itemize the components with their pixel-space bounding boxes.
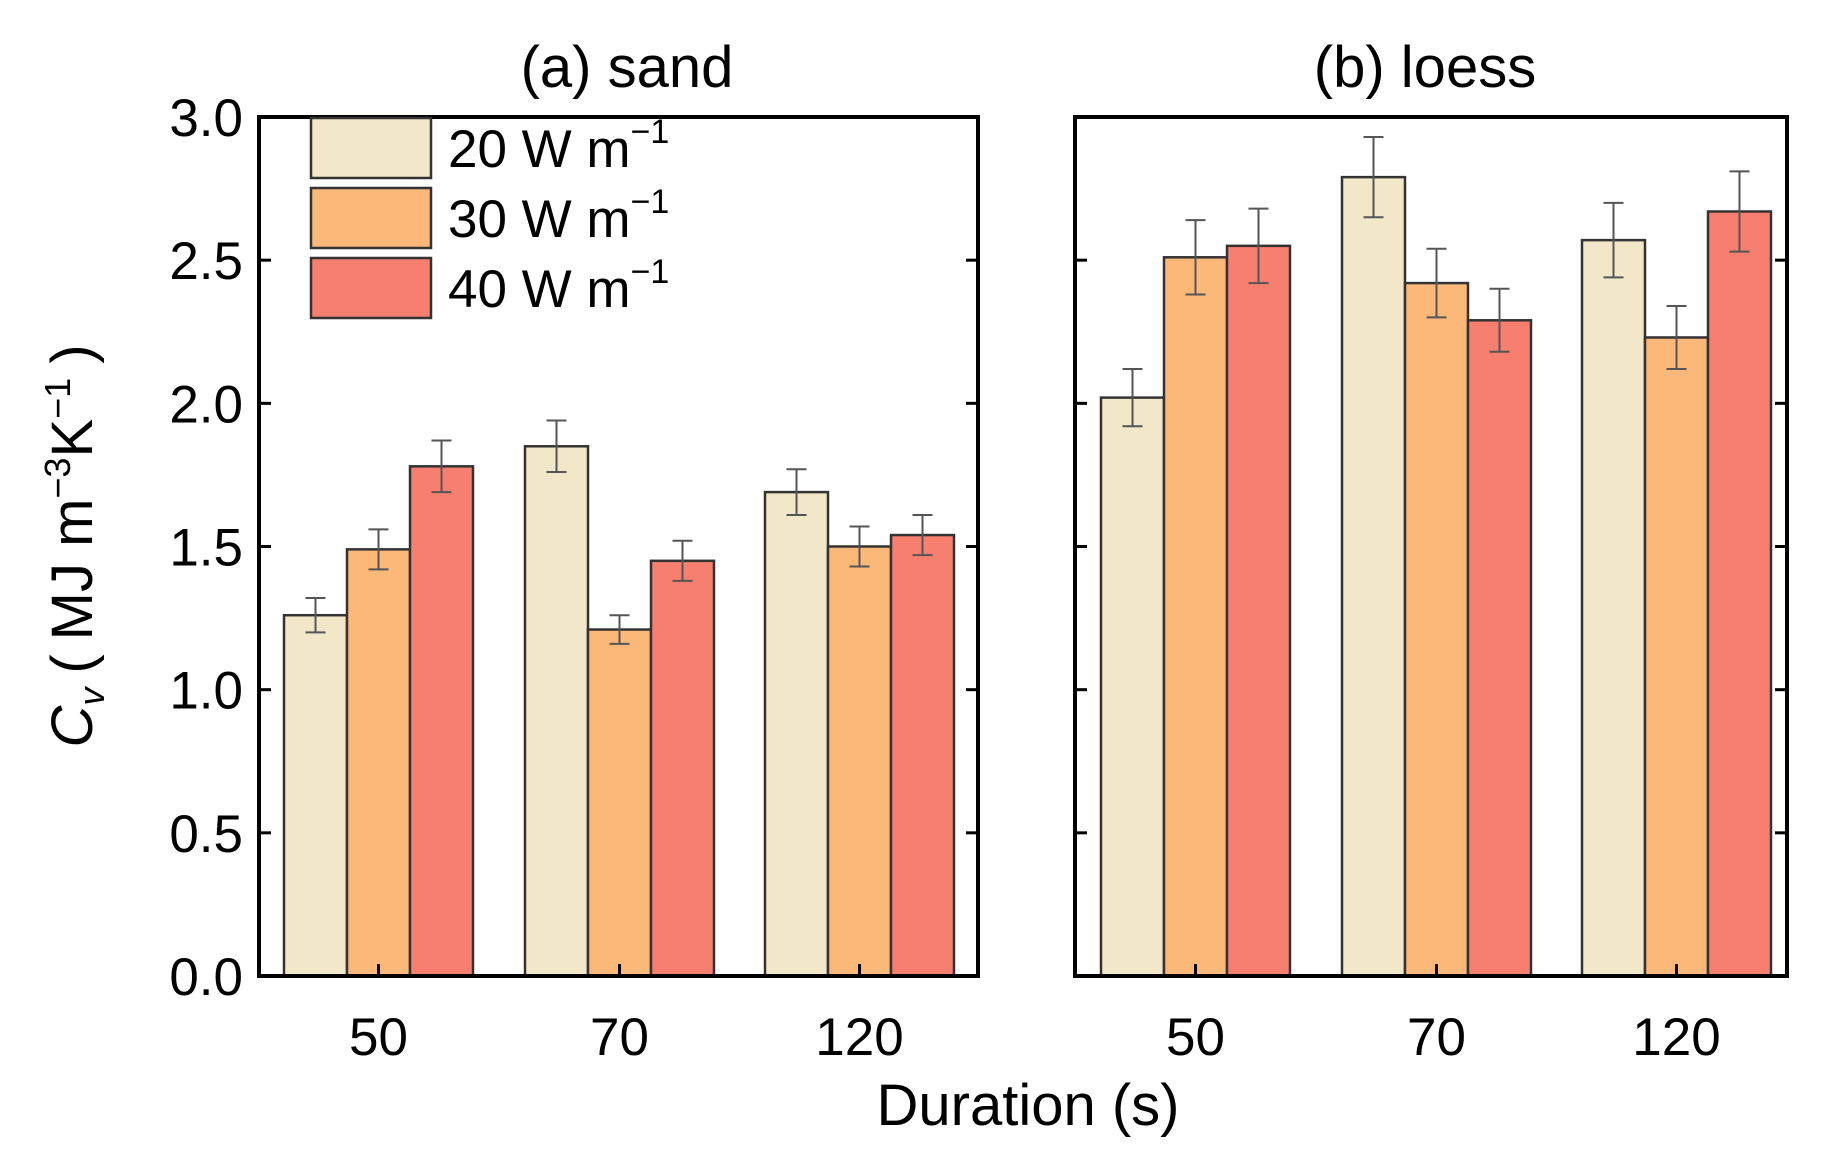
panel-title-loess: (b) loess <box>1314 35 1536 100</box>
x-ticks-loess: 50 70 120 <box>1166 964 1721 1067</box>
bars-loess <box>1099 136 1773 978</box>
error-bar-sand-120-s1 <box>786 468 807 517</box>
legend-swatch-2 <box>309 186 433 250</box>
x-tick-label-sand-50: 50 <box>349 1008 408 1067</box>
bar-sand-70-s3 <box>649 559 716 978</box>
bar-loess-50-s3 <box>1225 244 1292 978</box>
y-axis-label-open: ( <box>40 654 105 673</box>
bar-loess-50-s1 <box>1099 396 1166 978</box>
panel-title-sand: (a) sand <box>521 35 734 100</box>
y-ticks-sand <box>259 115 978 978</box>
y-tick-label-3: 1.5 <box>169 519 243 578</box>
y-axis-label-close: ) <box>40 344 105 363</box>
x-tick-label-sand-120: 120 <box>815 1008 903 1067</box>
error-bar-loess-120-s3 <box>1729 170 1750 253</box>
y-tick-labels: 0.0 0.5 1.0 1.5 2.0 2.5 3.0 <box>169 89 243 1007</box>
legend: 20 W m−130 W m−140 W m−1 <box>309 113 669 320</box>
bar-sand-70-s1 <box>523 445 590 978</box>
bar-loess-50-s2 <box>1162 256 1229 978</box>
y-axis-label-k: K <box>40 419 105 458</box>
y-tick-label-2: 1.0 <box>169 662 243 721</box>
bar-sand-70-s2 <box>586 628 653 978</box>
bar-sand-120-s3 <box>889 533 956 978</box>
error-bar-sand-50-s3 <box>431 439 452 494</box>
bar-sand-50-s3 <box>408 465 475 978</box>
y-ticks-loess <box>1075 115 1787 978</box>
y-tick-label-0: 0.0 <box>169 948 243 1007</box>
x-ticks-sand: 50 70 120 <box>349 964 904 1067</box>
error-bar-sand-120-s3 <box>912 514 933 557</box>
x-tick-label-loess-120: 120 <box>1632 1008 1720 1067</box>
error-bar-sand-50-s2 <box>368 528 389 571</box>
y-tick-label-6: 3.0 <box>169 89 243 148</box>
bar-sand-50-s2 <box>345 548 412 978</box>
bar-loess-120-s3 <box>1706 210 1773 978</box>
error-bar-loess-50-s2 <box>1185 219 1206 296</box>
error-bar-sand-70-s2 <box>609 614 630 645</box>
error-bar-loess-70-s1 <box>1363 136 1384 219</box>
error-bar-sand-70-s3 <box>672 539 693 582</box>
bar-loess-120-s1 <box>1580 238 1647 978</box>
bar-sand-120-s1 <box>763 490 830 978</box>
error-bar-loess-50-s1 <box>1122 367 1143 428</box>
x-tick-label-loess-70: 70 <box>1407 1008 1466 1067</box>
legend-label-1: 20 W m−1 <box>448 113 669 179</box>
legend-swatch-1 <box>309 116 433 180</box>
legend-label-3: 40 W m−1 <box>448 253 669 319</box>
x-axis-label: Duration (s) <box>877 1073 1180 1138</box>
error-bar-loess-50-s3 <box>1248 207 1269 285</box>
bars-sand <box>282 419 956 978</box>
error-bar-sand-120-s2 <box>849 525 870 568</box>
y-tick-label-4: 2.0 <box>169 375 243 434</box>
error-bar-loess-120-s1 <box>1603 201 1624 279</box>
y-axis-label: Cv ( MJ m−3K−1) <box>37 344 112 747</box>
error-bar-sand-50-s1 <box>305 597 326 634</box>
y-tick-label-1: 0.5 <box>169 805 243 864</box>
y-tick-label-5: 2.5 <box>169 232 243 291</box>
x-tick-label-sand-70: 70 <box>590 1008 649 1067</box>
y-axis-label-m-exp: −3 <box>37 458 78 499</box>
bar-sand-120-s2 <box>826 545 893 978</box>
panel-loess: (b) loess 50 70 120 <box>1073 35 1789 1067</box>
legend-label-2: 30 W m−1 <box>448 183 669 249</box>
y-axis-label-subscript: v <box>71 686 112 706</box>
y-axis-label-k-exp: −1 <box>37 378 78 419</box>
error-bar-loess-70-s3 <box>1489 287 1510 353</box>
error-bar-loess-70-s2 <box>1426 247 1447 319</box>
y-axis-label-mj: MJ m <box>40 499 105 641</box>
error-bar-sand-70-s1 <box>546 419 567 474</box>
bar-loess-120-s2 <box>1643 336 1710 978</box>
legend-swatch-3 <box>309 256 433 320</box>
bar-loess-70-s3 <box>1466 319 1533 978</box>
x-tick-label-loess-50: 50 <box>1166 1008 1225 1067</box>
y-axis-label-symbol: C <box>40 705 105 748</box>
bar-sand-50-s1 <box>282 613 349 978</box>
panel-sand: (a) sand 50 70 120 <box>257 35 980 1067</box>
error-bar-loess-120-s2 <box>1666 304 1687 370</box>
bar-loess-70-s1 <box>1340 175 1407 978</box>
bar-loess-70-s2 <box>1403 281 1470 978</box>
